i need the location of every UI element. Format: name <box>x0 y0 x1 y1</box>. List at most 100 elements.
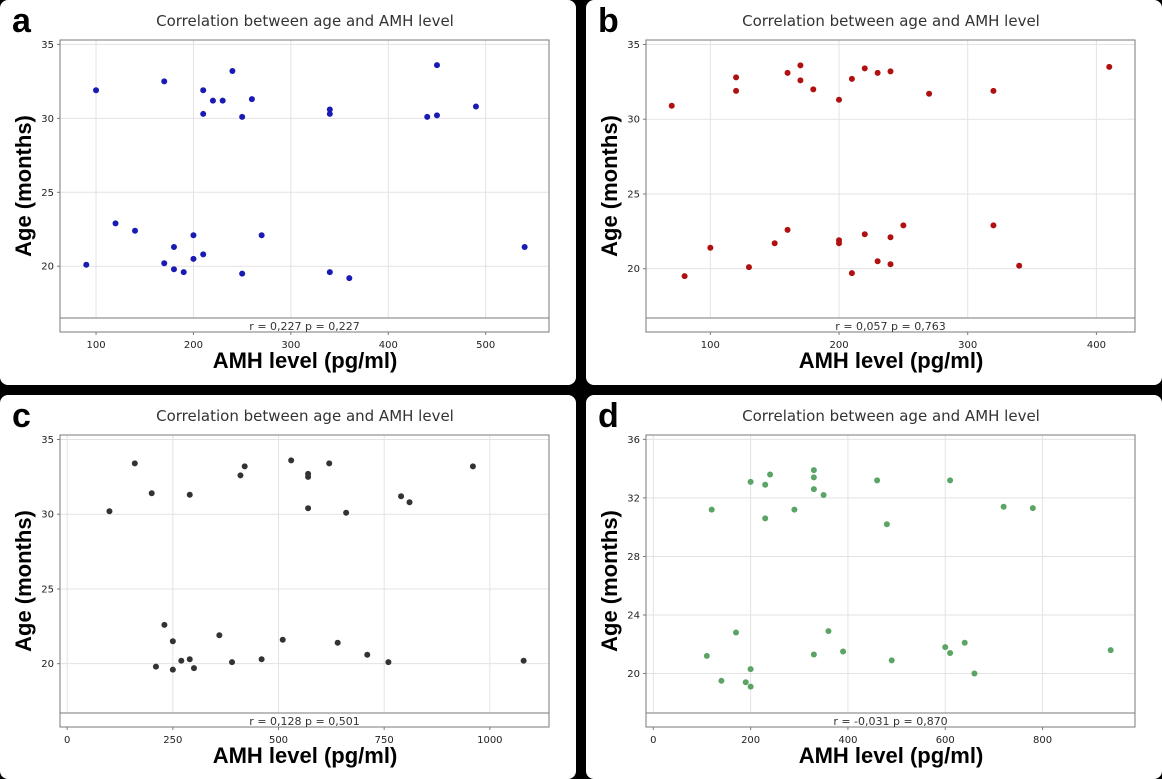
data-point <box>237 472 244 479</box>
data-point <box>132 227 139 234</box>
y-tick-label: 32 <box>627 493 640 504</box>
data-point <box>131 460 138 467</box>
data-point <box>186 656 193 663</box>
scatter-plot-c: r = 0,128 p = 0,501 0 250 500 750 1000 20 25 30 3… <box>41 434 550 746</box>
data-point <box>791 506 798 513</box>
data-point <box>190 255 197 262</box>
x-tick-label: 200 <box>829 340 848 351</box>
y-tick-label: 35 <box>41 40 54 51</box>
plot-area <box>646 40 1135 332</box>
data-point <box>169 666 176 673</box>
panel-b: b Correlation between age and AMH level … <box>586 0 1162 385</box>
y-axis-label: Age (months) <box>11 115 36 257</box>
data-point <box>161 621 168 628</box>
y-tick-label: 30 <box>627 115 640 126</box>
data-point <box>810 467 817 474</box>
data-point <box>326 106 333 113</box>
chart-title: Correlation between age and AMH level <box>156 407 454 425</box>
data-point <box>836 96 843 103</box>
data-point <box>708 506 715 513</box>
data-point <box>707 244 714 251</box>
data-point <box>947 650 954 657</box>
correlation-stats: r = 0,128 p = 0,501 <box>249 715 359 728</box>
data-point <box>112 220 119 227</box>
data-point <box>161 78 168 85</box>
panel-letter: c <box>12 397 31 435</box>
y-tick-label: 20 <box>41 659 54 670</box>
plot-frame <box>59 39 550 333</box>
data-point <box>733 629 740 636</box>
chart-title: Correlation between age and AMH level <box>156 12 454 30</box>
data-point <box>258 232 265 239</box>
y-tick-label: 20 <box>627 264 640 275</box>
data-point <box>219 97 226 104</box>
data-point <box>469 463 476 470</box>
panel-letter: d <box>598 397 619 435</box>
correlation-stats: r = 0,057 p = 0,763 <box>835 320 945 333</box>
data-point <box>305 473 312 480</box>
x-tick-label: 800 <box>1033 735 1052 746</box>
data-point <box>170 244 177 251</box>
data-point <box>472 103 479 110</box>
data-point <box>861 65 868 72</box>
y-tick-label: 24 <box>627 610 640 621</box>
y-tick-label: 35 <box>627 40 640 51</box>
data-point <box>229 68 236 75</box>
data-point <box>239 270 246 277</box>
y-axis-label: Age (months) <box>597 115 622 257</box>
data-point <box>200 87 207 94</box>
data-point <box>990 222 997 229</box>
plot-frame <box>645 39 1136 333</box>
data-point <box>820 491 827 498</box>
y-tick-label: 20 <box>41 262 54 273</box>
data-point <box>305 505 312 512</box>
data-point <box>326 460 333 467</box>
data-point <box>668 102 675 109</box>
data-point <box>887 234 894 241</box>
data-point <box>718 677 725 684</box>
x-tick-label: 300 <box>958 340 977 351</box>
data-point <box>810 651 817 658</box>
data-point <box>784 69 791 76</box>
data-point <box>771 240 778 247</box>
data-point <box>810 474 817 481</box>
data-point <box>258 656 265 663</box>
panel-letter: b <box>598 2 619 40</box>
data-point <box>334 639 341 646</box>
data-point <box>797 62 804 69</box>
x-tick-label: 400 <box>379 340 398 351</box>
data-point <box>152 663 159 670</box>
y-tick-label: 25 <box>41 584 54 595</box>
data-point <box>745 264 752 271</box>
y-tick-label: 35 <box>41 435 54 446</box>
data-point <box>200 110 207 117</box>
x-tick-label: 200 <box>184 340 203 351</box>
data-point <box>1029 505 1036 512</box>
data-point <box>385 659 392 666</box>
data-point <box>200 251 207 258</box>
x-axis-label: AMH level (pg/ml) <box>798 743 984 768</box>
data-point <box>178 657 185 664</box>
data-point <box>279 636 286 643</box>
panel-a: a Correlation between age and AMH level … <box>0 0 576 385</box>
data-point <box>364 651 371 658</box>
data-point <box>161 260 168 267</box>
data-point <box>990 87 997 94</box>
data-point <box>229 659 236 666</box>
panel-letter: a <box>12 2 31 40</box>
x-tick-label: 400 <box>1087 340 1106 351</box>
x-tick-label: 400 <box>838 735 857 746</box>
x-tick-label: 500 <box>269 735 288 746</box>
data-point <box>926 90 933 97</box>
data-point <box>742 679 749 686</box>
chart-title: Correlation between age and AMH level <box>742 407 1040 425</box>
x-tick-label: 250 <box>163 735 182 746</box>
data-point <box>733 74 740 81</box>
data-point <box>216 632 223 639</box>
x-tick-label: 300 <box>281 340 300 351</box>
data-point <box>810 86 817 93</box>
x-tick-label: 600 <box>936 735 955 746</box>
y-axis-label: Age (months) <box>597 510 622 652</box>
data-point <box>733 87 740 94</box>
data-point <box>346 275 353 282</box>
